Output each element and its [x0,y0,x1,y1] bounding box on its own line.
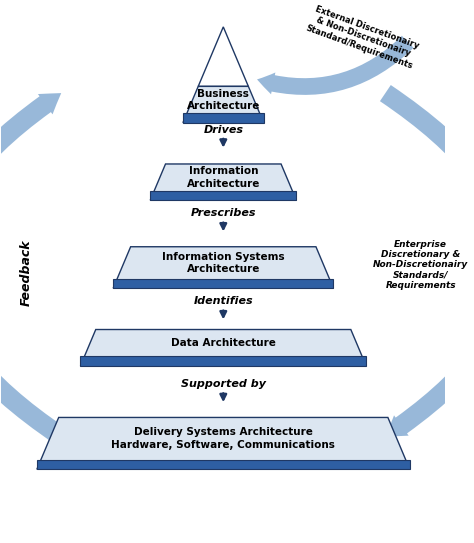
Text: Drives: Drives [203,125,243,135]
FancyArrowPatch shape [257,36,413,95]
Text: Enterprise
Discretionary &
Non-Discretionairy
Standards/
Requirements: Enterprise Discretionary & Non-Discretio… [373,239,468,290]
Text: Data Architecture: Data Architecture [171,338,276,348]
Polygon shape [37,460,410,469]
Text: External Discretionairy
& Non-Discretionairy
Standard/Requirements: External Discretionairy & Non-Discretion… [305,4,421,71]
Text: Supported by: Supported by [181,379,266,389]
Polygon shape [183,113,264,123]
FancyArrowPatch shape [0,93,67,445]
Polygon shape [113,247,333,288]
Polygon shape [198,27,248,86]
Polygon shape [150,164,296,200]
Polygon shape [150,191,296,200]
Text: Business
Architecture: Business Architecture [187,89,260,111]
Text: Information
Architecture: Information Architecture [187,166,260,188]
Text: Identifies: Identifies [193,296,253,306]
Polygon shape [37,418,410,469]
Polygon shape [183,86,264,123]
Polygon shape [81,330,366,366]
Text: Information Systems
Architecture: Information Systems Architecture [162,251,284,274]
Polygon shape [113,279,333,288]
Polygon shape [81,356,366,366]
FancyArrowPatch shape [380,85,474,437]
Text: Feedback: Feedback [19,239,32,306]
Text: Prescribes: Prescribes [191,208,256,218]
Text: Delivery Systems Architecture
Hardware, Software, Communications: Delivery Systems Architecture Hardware, … [111,427,335,450]
